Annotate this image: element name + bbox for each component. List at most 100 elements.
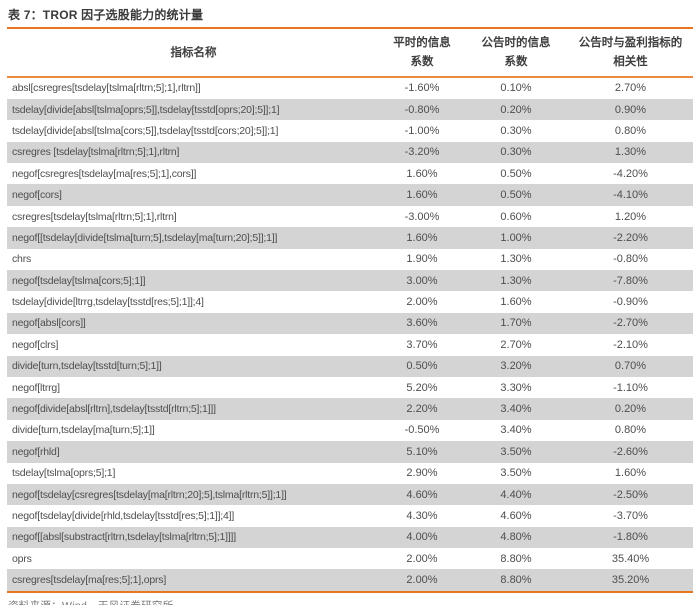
indicator-name: divide[turn,tsdelay[tsstd[turn;5];1]] xyxy=(12,360,162,373)
indicator-name: csregres[tsdelay[ma[res;5];1],oprs] xyxy=(12,574,167,587)
indicator-name: negof[[absl[substract[rltrn,tsdelay[tslm… xyxy=(12,531,236,544)
table-row: negof[cors] 1.60% 0.50% -4.10% xyxy=(7,184,693,206)
normal-ic-value: 0.50% xyxy=(406,360,438,373)
normal-ic-value: 2.00% xyxy=(406,296,438,309)
profit-corr-value: -2.60% xyxy=(613,445,648,458)
announce-ic-value: 0.50% xyxy=(500,189,532,202)
table-row: negof[clrs] 3.70% 2.70% -2.10% xyxy=(7,334,693,355)
indicator-name: tsdelay[divide[absl[tslma[cors;5]],tsdel… xyxy=(12,124,279,137)
indicator-name: negof[tsdelay[tslma[cors;5];1]] xyxy=(12,274,146,287)
profit-corr-value: 0.20% xyxy=(614,403,647,416)
indicator-name: divide[turn,tsdelay[ma[turn;5];1]] xyxy=(12,424,155,437)
profit-corr-value: -0.80% xyxy=(613,253,648,266)
profit-corr-value: -1.10% xyxy=(613,381,648,394)
announce-ic-value: 0.30% xyxy=(500,146,532,159)
profit-corr-value: -2.10% xyxy=(613,338,648,351)
table-row: negof[tsdelay[csregres[tsdelay[ma[rltrn;… xyxy=(7,483,693,506)
profit-corr-value: 1.20% xyxy=(614,210,647,223)
table-body: absl[csregres[tsdelay[tslma[rltrn;5];1],… xyxy=(7,78,693,591)
indicator-name: tsdelay[tslma[oprs;5];1] xyxy=(12,467,116,480)
table-row: negof[divide[absl[rltrn],tsdelay[tsstd[r… xyxy=(7,398,693,420)
profit-corr-value: -2.50% xyxy=(613,488,648,501)
header-accent-rule xyxy=(7,76,693,78)
header-profit-corr-line2: 相关性 xyxy=(613,56,648,68)
announce-ic-value: 8.80% xyxy=(500,574,532,587)
announce-ic-value: 3.40% xyxy=(500,424,532,437)
table-row: divide[turn,tsdelay[ma[turn;5];1]] -0.50… xyxy=(7,420,693,441)
announce-ic-value: 0.50% xyxy=(500,167,532,180)
header-announce-ic: 公告时的信息 系数 xyxy=(464,34,568,72)
profit-corr-value: 0.80% xyxy=(614,124,647,137)
table-row: csregres[tsdelay[ma[res;5];1],oprs] 2.00… xyxy=(7,569,693,591)
profit-corr-value: -0.90% xyxy=(613,296,648,309)
announce-ic-value: 8.80% xyxy=(500,552,532,565)
announce-ic-value: 0.10% xyxy=(500,82,532,95)
announce-ic-value: 1.70% xyxy=(500,317,532,330)
announce-ic-value: 4.80% xyxy=(500,531,532,544)
table-title: 表 7：TROR 因子选股能力的统计量 xyxy=(8,8,204,22)
indicator-name: csregres[tsdelay[tslma[rltrn;5];1],rltrn… xyxy=(12,210,177,223)
indicator-name: negof[clrs] xyxy=(12,338,59,351)
table-row: negof[absl[cors]] 3.60% 1.70% -2.70% xyxy=(7,312,693,335)
table-row: absl[csregres[tsdelay[tslma[rltrn;5];1],… xyxy=(7,78,693,99)
profit-corr-value: -2.70% xyxy=(613,317,648,330)
indicator-name: negof[[tsdelay[divide[tslma[turn;5],tsde… xyxy=(12,231,278,244)
indicator-name: negof[absl[cors]] xyxy=(12,317,86,330)
header-normal-ic: 平时的信息 系数 xyxy=(380,34,464,72)
table-row: csregres [tsdelay[tslma[rltrn;5];1],rltr… xyxy=(7,141,693,164)
header-profit-corr-line1: 公告时与盈利指标的 xyxy=(578,37,683,49)
normal-ic-value: 4.60% xyxy=(406,488,438,501)
profit-corr-value: -7.80% xyxy=(613,274,648,287)
normal-ic-value: 5.10% xyxy=(406,445,438,458)
header-indicator-name: 指标名称 xyxy=(170,46,217,59)
table-row: negof[ltrrg] 5.20% 3.30% -1.10% xyxy=(7,377,693,398)
normal-ic-value: -1.60% xyxy=(404,82,440,95)
indicator-name: chrs xyxy=(12,253,32,266)
header-profit-corr: 公告时与盈利指标的 相关性 xyxy=(568,34,693,72)
normal-ic-value: 1.60% xyxy=(406,167,438,180)
table-row: oprs 2.00% 8.80% 35.40% xyxy=(7,548,693,569)
announce-ic-value: 0.60% xyxy=(500,210,532,223)
normal-ic-value: -3.20% xyxy=(404,146,440,159)
announce-ic-value: 3.20% xyxy=(500,360,532,373)
announce-ic-value: 1.00% xyxy=(500,231,532,244)
table-row: negof[rhld] 5.10% 3.50% -2.60% xyxy=(7,441,693,463)
indicator-name: oprs xyxy=(12,552,32,565)
table-row: negof[tsdelay[divide[rhld,tsdelay[tsstd[… xyxy=(7,505,693,526)
profit-corr-value: 2.70% xyxy=(614,82,647,95)
normal-ic-value: 5.20% xyxy=(406,381,438,394)
announce-ic-value: 0.20% xyxy=(500,103,532,116)
profit-corr-value: 0.70% xyxy=(614,360,647,373)
indicator-name: negof[tsdelay[divide[rhld,tsdelay[tsstd[… xyxy=(12,510,235,522)
indicator-name: tsdelay[divide[absl[tslma[oprs;5]],tsdel… xyxy=(12,103,280,116)
indicator-name: negof[divide[absl[rltrn],tsdelay[tsstd[r… xyxy=(12,403,216,416)
announce-ic-value: 4.40% xyxy=(500,488,532,501)
normal-ic-value: 2.20% xyxy=(406,403,438,416)
indicator-name: negof[ltrrg] xyxy=(12,381,60,394)
table-header-row: 指标名称 平时的信息 系数 公告时的信息 系数 公告时与盈利指标的 相关性 xyxy=(7,29,693,76)
header-announce-ic-line1: 公告时的信息 xyxy=(481,37,551,49)
profit-corr-value: 0.80% xyxy=(614,424,647,437)
indicator-name: negof[csregres[tsdelay[ma[res;5];1],cors… xyxy=(12,167,197,180)
normal-ic-value: 2.00% xyxy=(406,552,438,565)
indicator-name: absl[csregres[tsdelay[tslma[rltrn;5];1],… xyxy=(12,82,201,95)
announce-ic-value: 3.40% xyxy=(500,403,532,416)
normal-ic-value: 2.00% xyxy=(406,574,438,587)
announce-ic-value: 4.60% xyxy=(500,510,532,522)
source-note: 资料来源：Wind，天风证券研究所 xyxy=(7,593,693,605)
table-row: tsdelay[divide[absl[tslma[cors;5]],tsdel… xyxy=(7,120,693,141)
announce-ic-value: 1.30% xyxy=(500,253,532,266)
indicator-name: negof[cors] xyxy=(12,189,62,202)
table-row: negof[[tsdelay[divide[tslma[turn;5],tsde… xyxy=(7,227,693,249)
profit-corr-value: 1.30% xyxy=(614,146,647,159)
profit-corr-value: -4.20% xyxy=(613,167,648,180)
table-row: negof[[absl[substract[rltrn,tsdelay[tslm… xyxy=(7,526,693,549)
announce-ic-value: 3.30% xyxy=(500,381,532,394)
profit-corr-value: -2.20% xyxy=(613,231,648,244)
normal-ic-value: 2.90% xyxy=(406,467,438,480)
indicator-name: tsdelay[divide[ltrrg,tsdelay[tsstd[res;5… xyxy=(12,296,204,309)
profit-corr-value: 35.20% xyxy=(611,574,650,587)
announce-ic-value: 0.30% xyxy=(500,124,532,137)
profit-corr-value: 0.90% xyxy=(614,103,647,116)
